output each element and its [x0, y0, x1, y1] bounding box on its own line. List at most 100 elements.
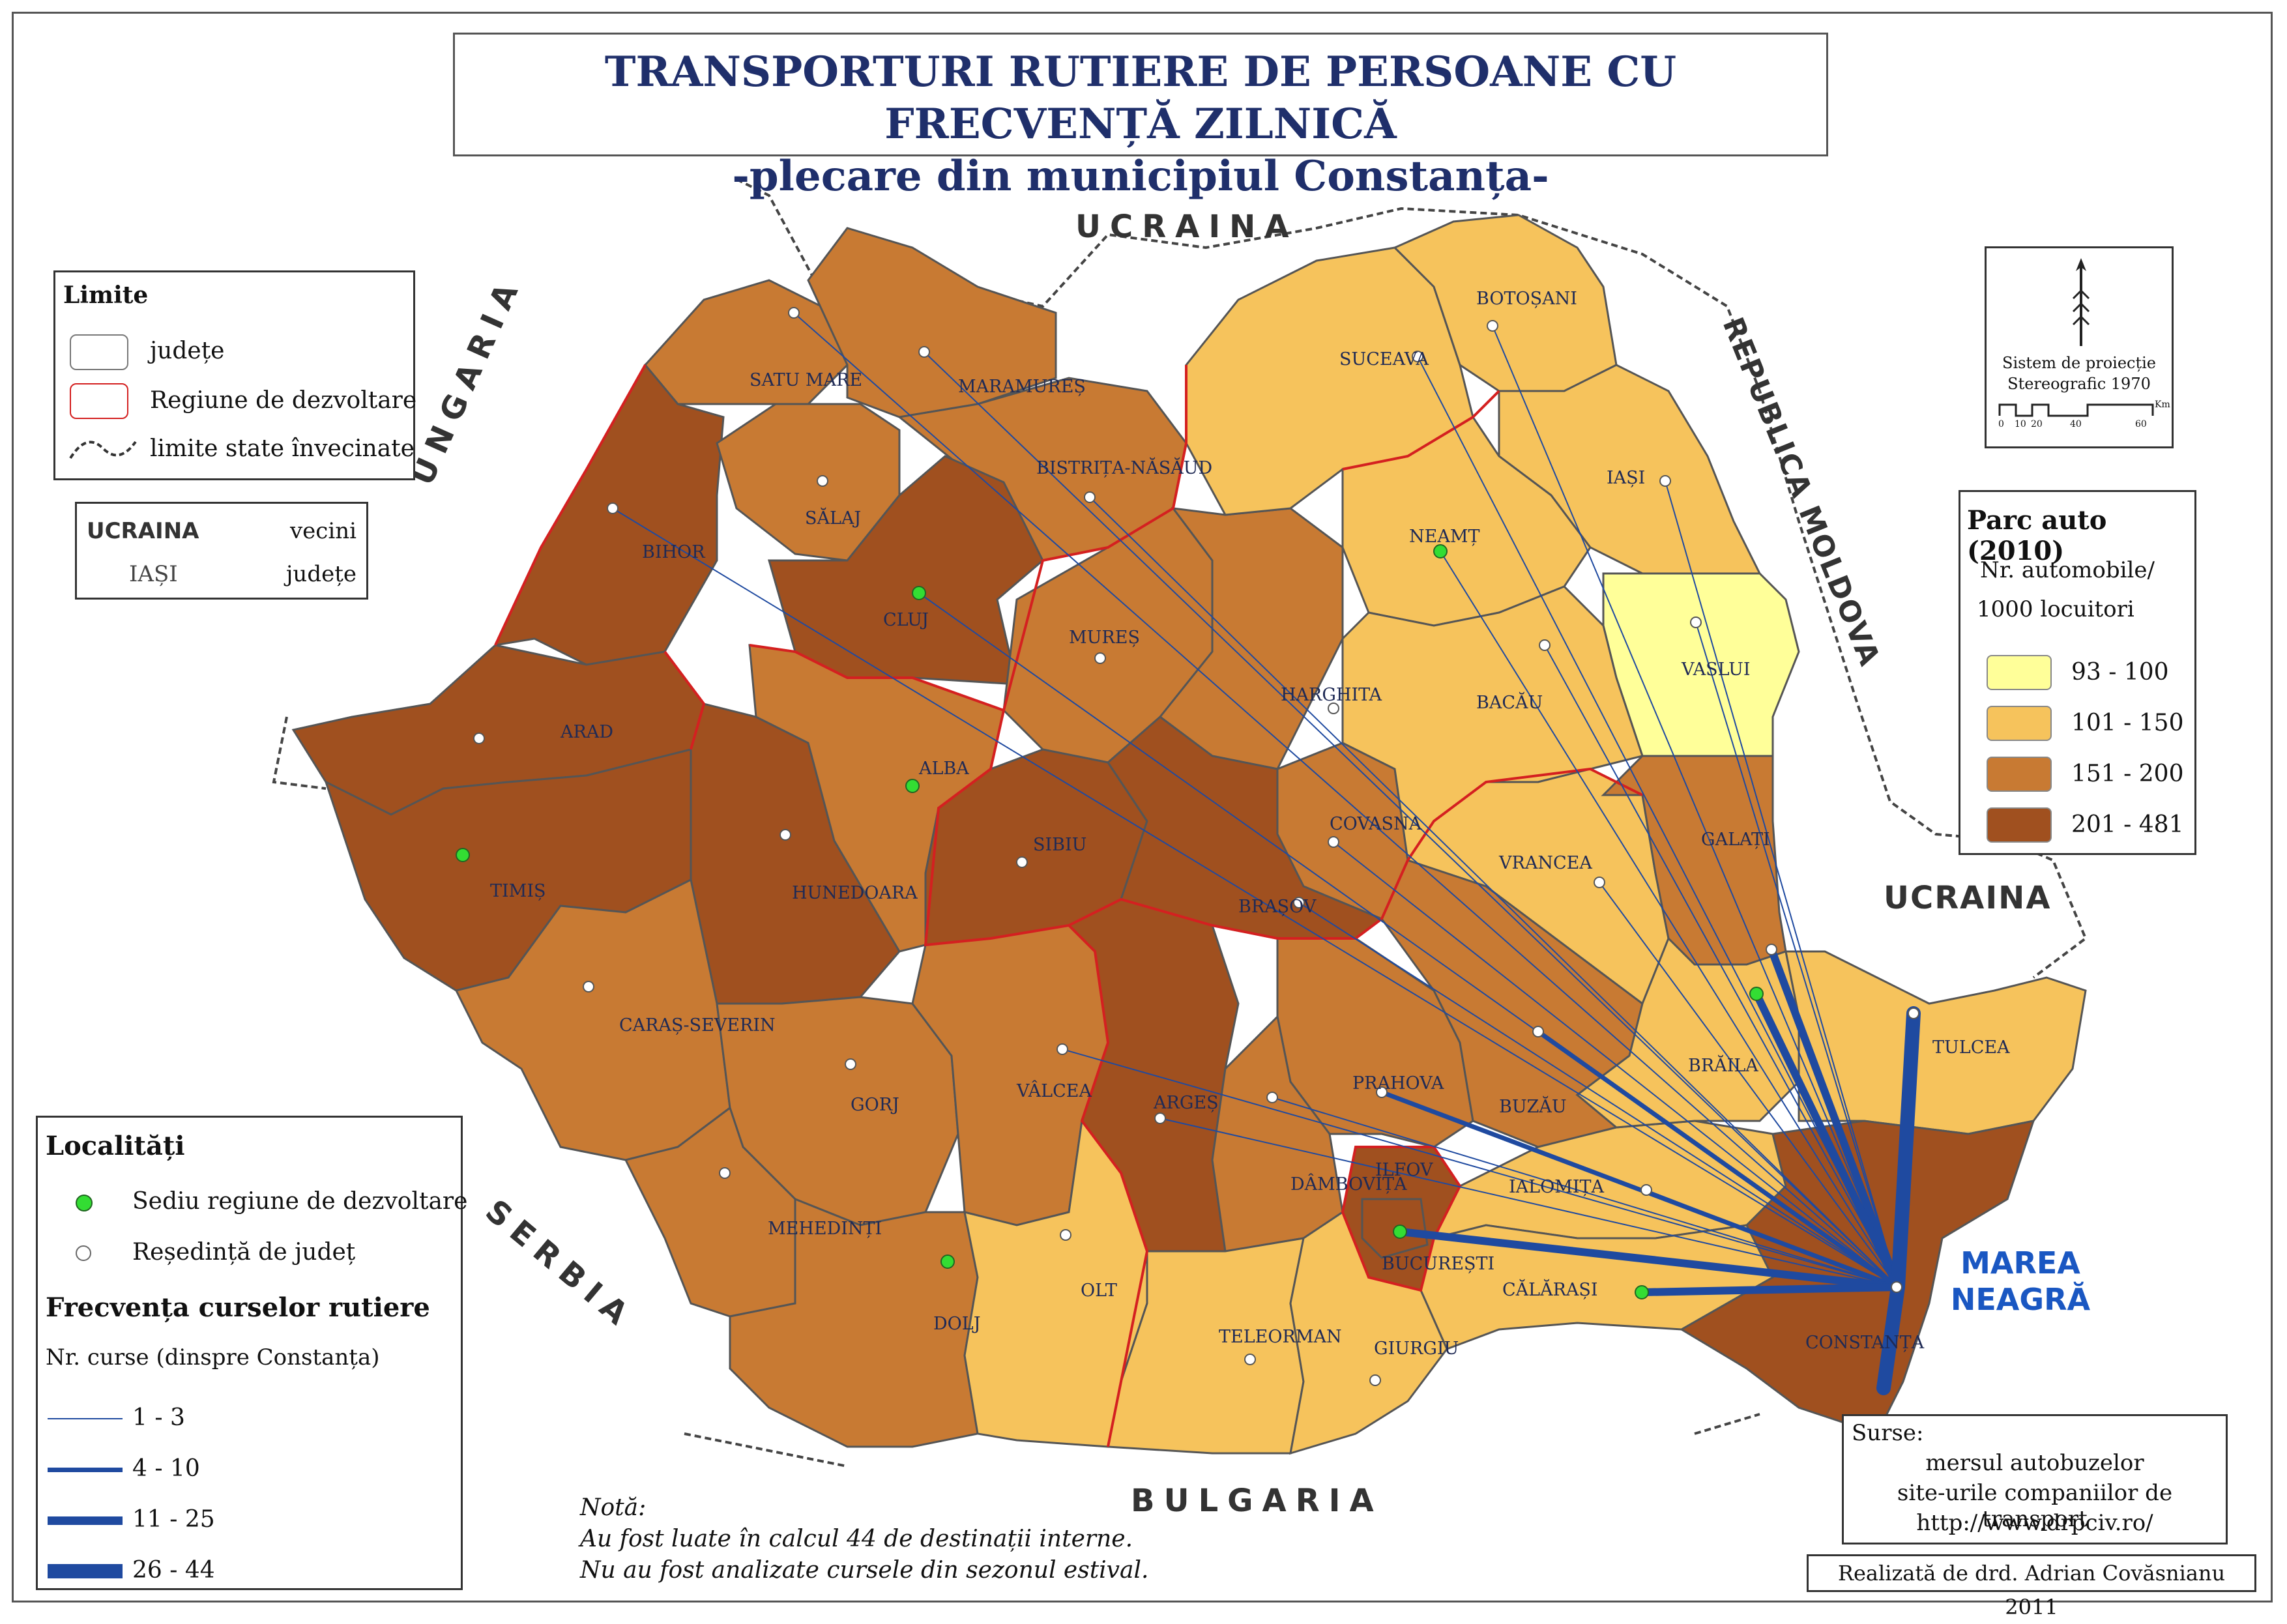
parc-swatch-1 — [1987, 706, 2052, 741]
county-label-alba: ALBA — [919, 759, 969, 779]
note-line2: Nu au fost analizate cursele din sezonul… — [580, 1557, 1149, 1584]
county-seat-vaslui — [1690, 616, 1702, 628]
parc-auto-title: Parc auto (2010) — [1967, 505, 2107, 566]
route-to-valcea — [1062, 1049, 1899, 1288]
route-to-neamt — [1440, 551, 1899, 1288]
parc-class-label-3: 201 - 481 — [2071, 811, 2184, 838]
scale-unit: Km — [2155, 399, 2170, 410]
legend-regional-label: Sediu regiune de dezvoltare — [132, 1188, 468, 1215]
legend-seat-label: Reședință de județ — [132, 1239, 356, 1266]
route-to-braila — [1753, 990, 1902, 1291]
map-frame — [12, 12, 2273, 1602]
legend-state-label: limite state învecinate — [150, 435, 415, 462]
county-seat-dambovita — [1266, 1092, 1278, 1103]
scale-tick-2: 20 — [2031, 419, 2043, 429]
regional-seat-dolj — [940, 1254, 955, 1269]
county-seat-botosani — [1487, 320, 1498, 332]
county-label-bihor: BIHOR — [642, 542, 705, 562]
projection-line2: Stereografic 1970 — [2007, 375, 2151, 393]
route-to-maramures — [924, 351, 1899, 1288]
note-box: Notă: Au fost luate în calcul 44 de dest… — [580, 1492, 1148, 1586]
freq-line-3 — [48, 1564, 123, 1578]
route-to-bucuresti — [1396, 1228, 1902, 1291]
county-seat-tulcea — [1908, 1008, 1919, 1019]
county-label-dolj: DOLJ — [933, 1314, 981, 1334]
route-to-iasi — [1665, 480, 1899, 1288]
county-seat-satu-mare — [788, 307, 800, 319]
legend-regiune-label: Regiune de dezvoltare — [150, 387, 417, 414]
legend-judete-label: județe — [150, 338, 225, 364]
county-label-cluj: CLUJ — [883, 610, 929, 630]
legend-labels: UCRAINA vecini IAȘI județe — [75, 502, 368, 600]
county-label-braila: BRĂILA — [1688, 1056, 1758, 1076]
county-label-gorj: GORJ — [851, 1095, 899, 1115]
swatch-judete — [70, 334, 128, 370]
county-label-salaj: SĂLAJ — [805, 508, 862, 529]
county-label-maramures: MARAMUREȘ — [958, 377, 1086, 397]
legend-limite-title: Limite — [63, 282, 149, 309]
legend-parc-auto: Parc auto (2010) Nr. automobile/ 1000 lo… — [1959, 490, 2196, 855]
county-seat-olt — [1060, 1229, 1071, 1241]
county-label-constanta: CONSTANȚA — [1805, 1333, 1925, 1353]
county-label-buzau: BUZĂU — [1499, 1097, 1567, 1117]
regional-seat-calarasi — [1635, 1285, 1649, 1299]
county-seat-constanta — [1891, 1281, 1902, 1293]
county-seat-vrancea — [1594, 877, 1605, 888]
route-to-suceava — [1417, 356, 1899, 1288]
label-bulgaria: BULGARIA — [1131, 1483, 1383, 1519]
note-title: Notă: — [580, 1494, 647, 1521]
route-to-calarasi — [1638, 1283, 1902, 1296]
projection-line1: Sistem de proiecție — [2002, 354, 2156, 372]
route-to-bistrita — [1089, 497, 1899, 1288]
regional-seat-timis — [456, 848, 470, 862]
map-title-box: TRANSPORTURI RUTIERE DE PERSOANE CU FREC… — [453, 33, 1828, 201]
route-to-vaslui — [1695, 622, 1899, 1288]
parc-auto-sub1: Nr. automobile/ — [1980, 557, 2155, 583]
freq-line-2 — [48, 1516, 123, 1525]
county-dolj — [729, 1197, 979, 1448]
author-box: Realizată de drd. Adrian Covăsnianu 2011 — [1807, 1554, 2256, 1619]
county-label-covasna: COVASNA — [1330, 814, 1422, 834]
north-arrow-icon — [2072, 258, 2090, 346]
freq-class-label-0: 1 - 3 — [132, 1404, 185, 1431]
county-label-teleorman: TELEORMAN — [1219, 1327, 1342, 1347]
parc-auto-sub2: 1000 locuitori — [1977, 596, 2134, 622]
county-label-prahova: PRAHOVA — [1352, 1073, 1444, 1094]
regional-seat-bucuresti — [1393, 1225, 1407, 1239]
legend-limite: Limite județe Regiune de dezvoltare limi… — [53, 270, 417, 480]
legend-county-desc: județe — [285, 561, 357, 587]
parc-swatch-3 — [1987, 807, 2052, 843]
route-to-ialomita — [1646, 1189, 1899, 1288]
county-label-ialomita: IALOMIȚA — [1509, 1177, 1605, 1197]
county-seat-prahova — [1376, 1086, 1388, 1098]
county-label-ilfov: ILFOV — [1375, 1160, 1433, 1180]
scale-tick-4: 60 — [2135, 419, 2147, 429]
county-seat-gorj — [845, 1058, 856, 1070]
county-seat-salaj — [817, 475, 828, 487]
county-seat-icon — [76, 1245, 91, 1261]
county-label-calarasi: CĂLĂRAȘI — [1502, 1280, 1598, 1300]
county-label-neamt: NEAMȚ — [1409, 527, 1480, 547]
sources-box: Surse: mersul autobuzelor site-urile com… — [1842, 1414, 2228, 1544]
freq-class-label-3: 26 - 44 — [132, 1557, 215, 1584]
county-maramures — [807, 227, 1057, 418]
sea-line1: MAREA — [1960, 1245, 2080, 1281]
county-seat-bihor — [607, 502, 619, 514]
regional-seat-alba — [905, 779, 920, 793]
county-label-brasov: BRAȘOV — [1238, 897, 1317, 917]
county-label-harghita: HARGHITA — [1281, 685, 1382, 705]
county-seat-teleorman — [1244, 1354, 1256, 1365]
county-label-bistrita: BISTRIȚA-NĂSĂUD — [1036, 458, 1213, 478]
county-seat-bistrita — [1084, 491, 1096, 503]
county-seat-buzau — [1532, 1026, 1544, 1037]
regional-seat-neamt — [1433, 544, 1448, 558]
county-seat-bacau — [1539, 639, 1551, 651]
county-seat-maramures — [918, 346, 930, 358]
author-text: Realizată de drd. Adrian Covăsnianu 2011 — [1837, 1561, 2226, 1619]
route-to-buzau — [1536, 1029, 1901, 1290]
sources-line1: mersul autobuzelor — [1925, 1450, 2144, 1476]
sources-line3: http://www.drpciv.ro/ — [1916, 1510, 2153, 1536]
route-to-botosani — [1492, 325, 1899, 1288]
legend-localitati: Localități Sediu regiune de dezvoltare R… — [36, 1116, 467, 1590]
